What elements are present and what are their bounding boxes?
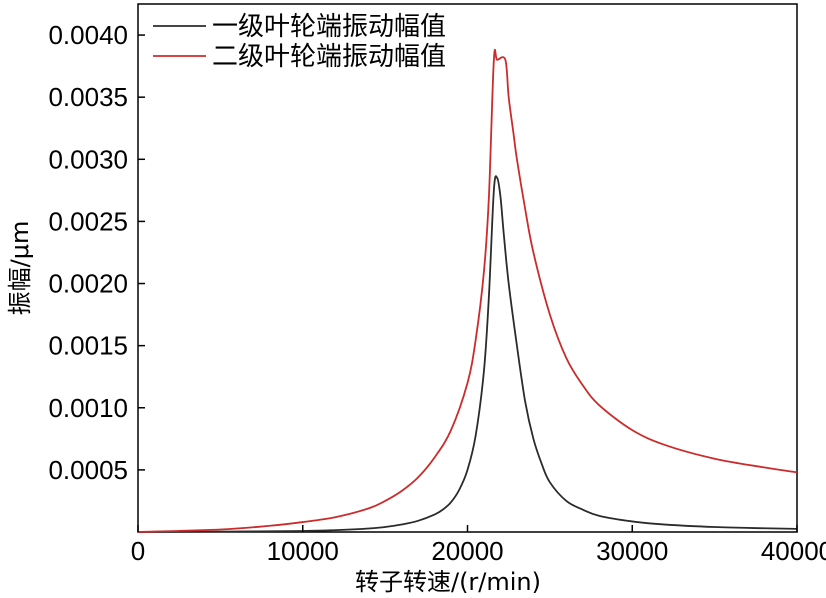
plot-frame <box>137 3 798 533</box>
y-tick-label: 0.0040 <box>48 20 128 50</box>
x-axis-title: 转子转速/(r/min) <box>355 568 541 596</box>
legend-label-1: 一级叶轮端振动幅值 <box>212 12 446 42</box>
y-tick-label: 0.0025 <box>48 206 128 236</box>
x-tick-label: 40000 <box>761 536 826 566</box>
series-line-1 <box>137 175 798 533</box>
x-tick-label: 0 <box>131 536 145 566</box>
y-tick-label: 0.0035 <box>48 82 128 112</box>
y-tick-label: 0.0010 <box>48 393 128 423</box>
y-axis: 0.0005 0.0010 0.0015 0.0020 0.0025 0.0030 0.00… <box>48 20 145 485</box>
y-tick-label: 0.0015 <box>48 331 128 361</box>
y-tick-label: 0.0020 <box>48 269 128 299</box>
y-axis-title: 振幅/μm <box>6 221 34 316</box>
series-line-2 <box>137 48 798 533</box>
y-tick-label: 0.0005 <box>48 455 128 485</box>
x-axis: 0 10000 20000 30000 40000 <box>131 525 826 566</box>
x-tick-label: 10000 <box>267 536 339 566</box>
x-tick-label: 20000 <box>431 536 503 566</box>
y-tick-label: 0.0030 <box>48 144 128 174</box>
legend-label-2: 二级叶轮端振动幅值 <box>212 42 446 72</box>
x-tick-label: 30000 <box>596 536 668 566</box>
series-layer <box>137 48 798 533</box>
